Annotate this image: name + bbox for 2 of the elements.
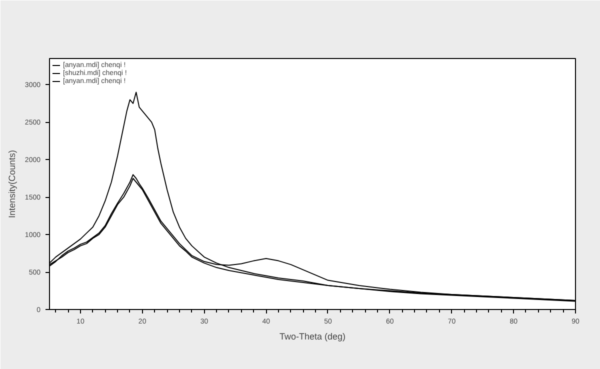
y-axis-title: Intensity(Counts)	[6, 150, 17, 218]
x-axis-title: Two-Theta (deg)	[279, 332, 346, 342]
